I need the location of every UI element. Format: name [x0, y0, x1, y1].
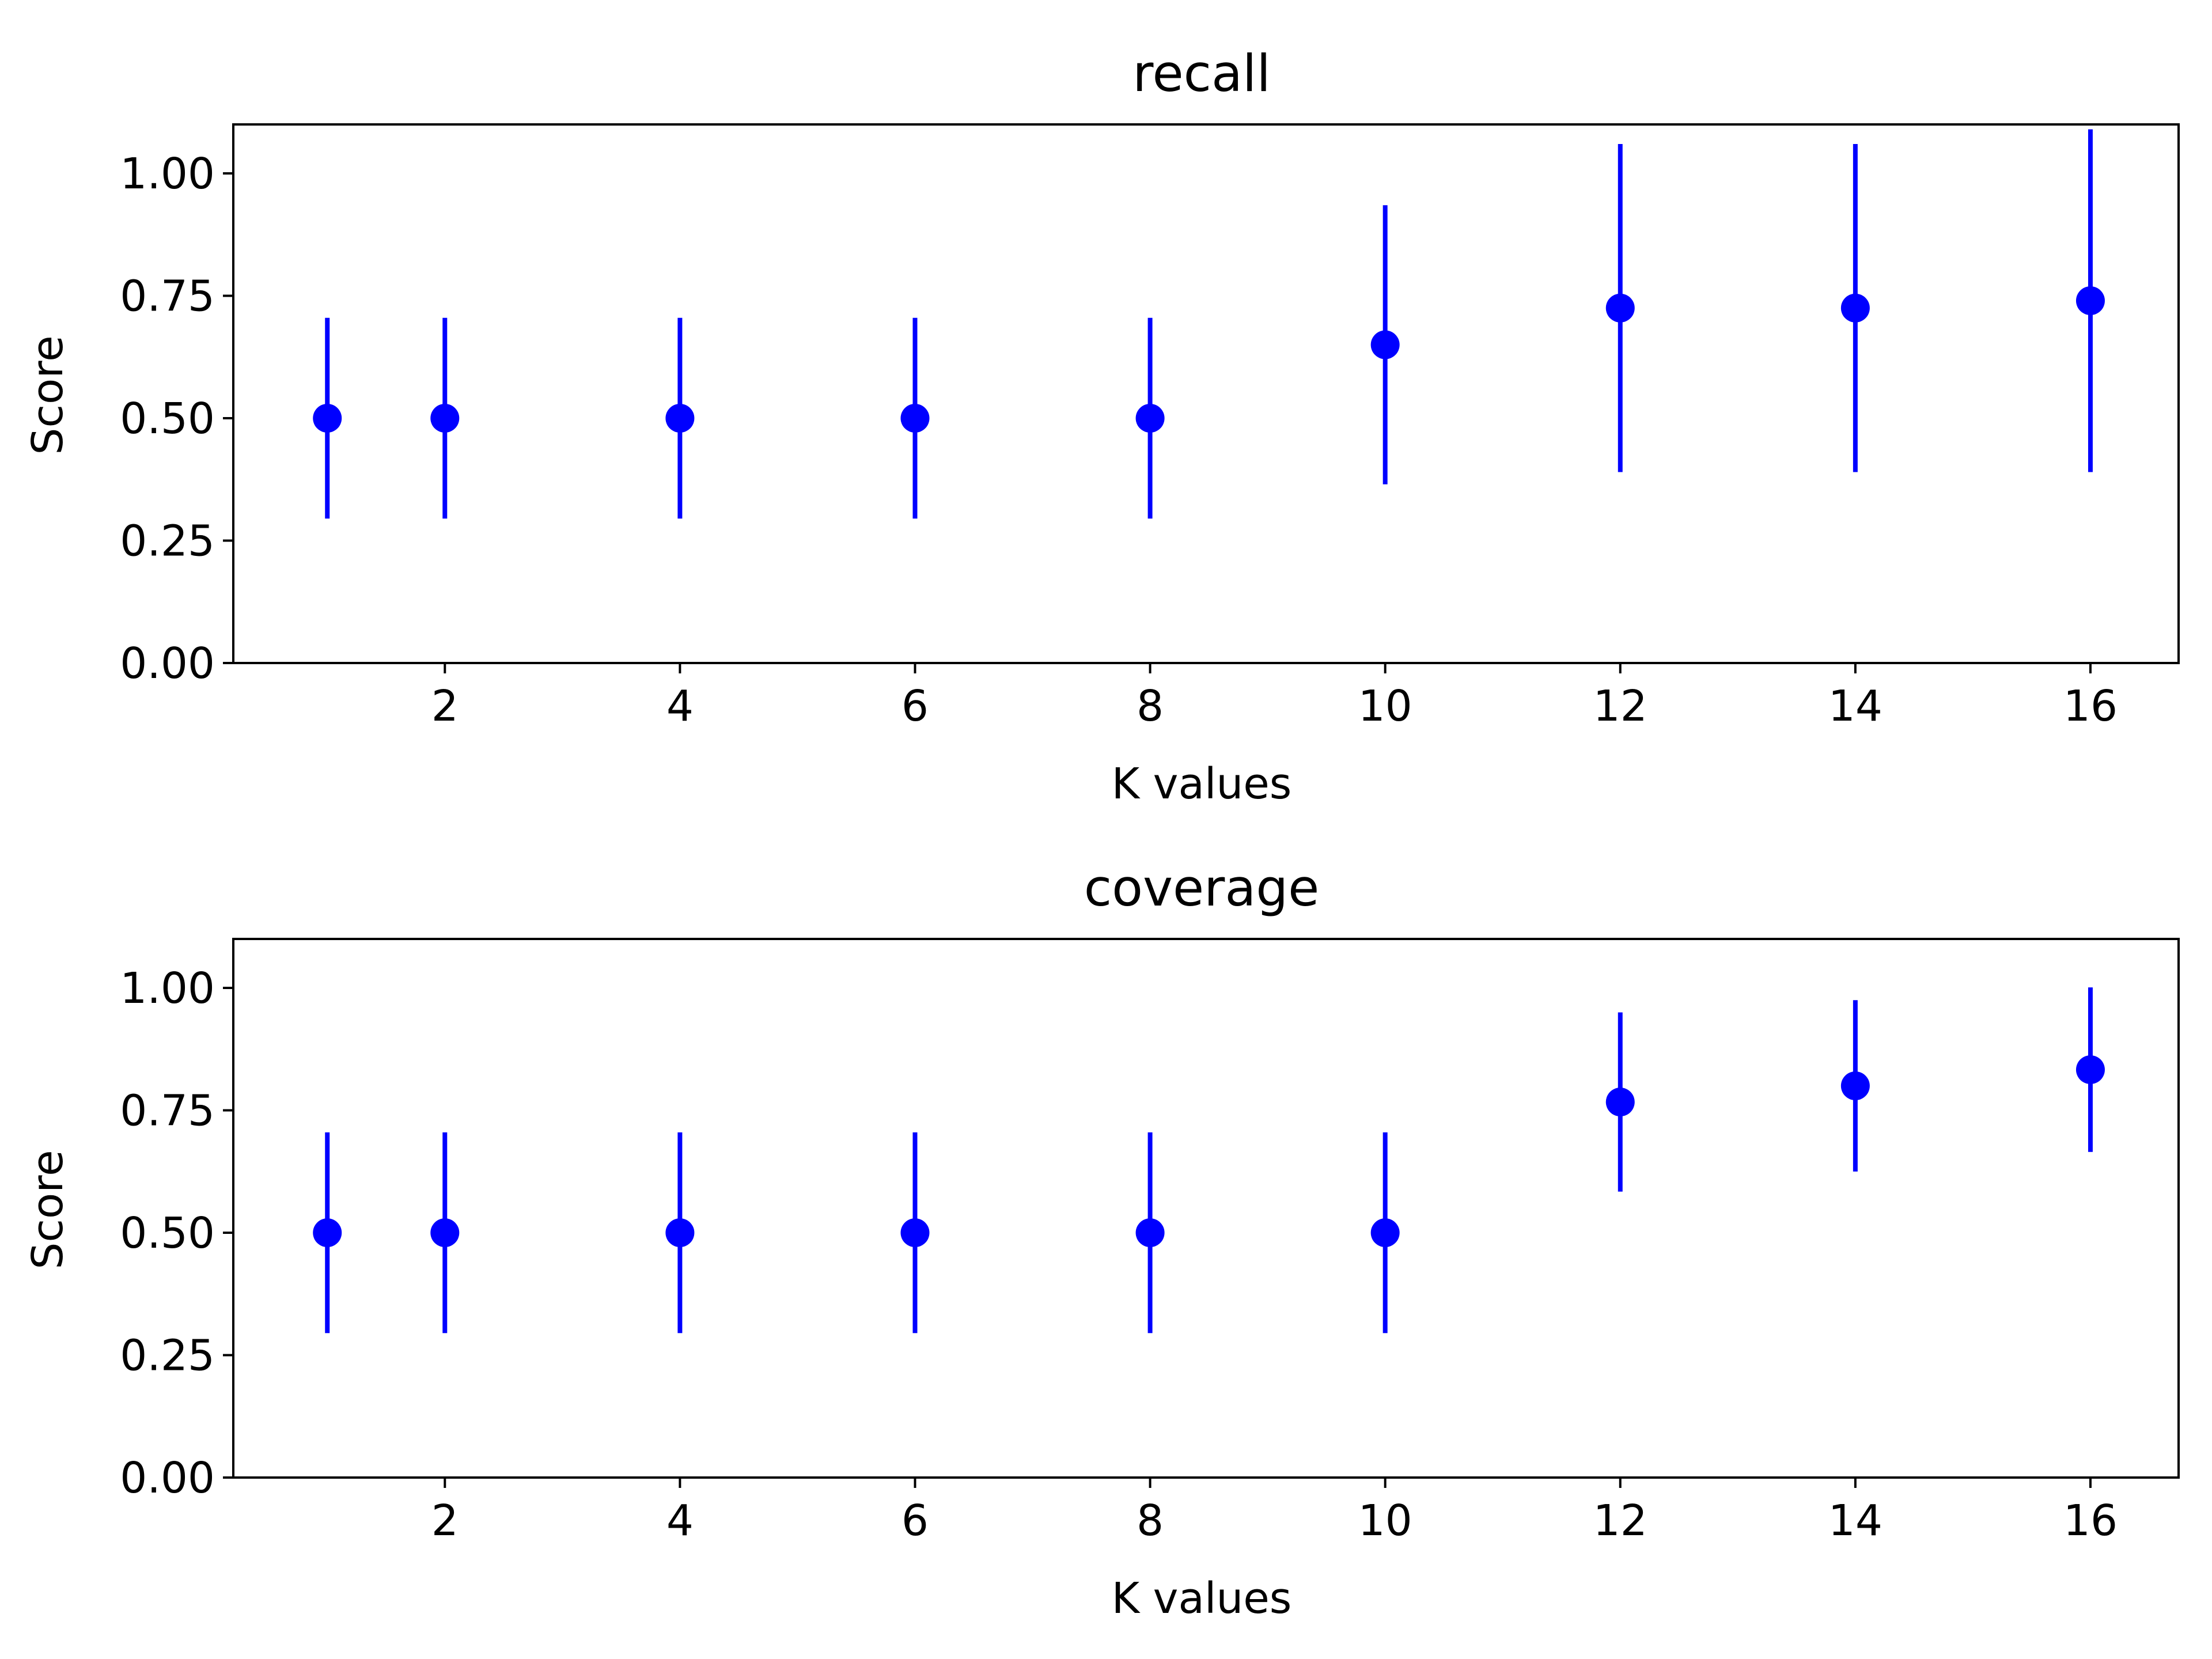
- recall-ticks: 2 4 6 8 10 12 14 16 0.00 0.25 0.50 0.75 1.00: [120, 149, 2118, 731]
- recall-data-point: [1605, 293, 1635, 323]
- coverage-data-point: [2075, 1055, 2105, 1084]
- recall-x-tick-label: 6: [902, 681, 929, 731]
- coverage-plot-frame: [232, 938, 2180, 1479]
- recall-x-tick-label: 12: [1593, 681, 1647, 731]
- coverage-data-point: [665, 1218, 695, 1247]
- coverage-x-tick-label: 16: [2063, 1496, 2118, 1546]
- coverage-x-tick-label: 4: [666, 1496, 694, 1546]
- coverage-data-point: [313, 1218, 342, 1247]
- recall-x-tick-label: 2: [431, 681, 459, 731]
- recall-y-tick-label: 0.25: [120, 517, 215, 566]
- coverage-data-point: [1370, 1218, 1400, 1247]
- coverage-title: coverage: [1084, 858, 1320, 918]
- coverage-marks: [313, 987, 2105, 1334]
- recall-data-point: [900, 404, 930, 433]
- recall-x-tick-label: 8: [1137, 681, 1164, 731]
- recall-title: recall: [1132, 44, 1271, 103]
- coverage-y-tick-label: 0.75: [120, 1086, 215, 1136]
- recall-panel: recall K values Score 2 4 6 8 10 12 14 16 0.00 0.…: [23, 44, 2180, 809]
- coverage-y-axis-label: Score: [23, 1150, 73, 1269]
- coverage-y-tick-label: 0.25: [120, 1331, 215, 1381]
- recall-x-tick-label: 16: [2063, 681, 2118, 731]
- recall-data-point: [1370, 330, 1400, 359]
- recall-data-point: [1135, 404, 1165, 433]
- recall-y-tick-label: 1.00: [120, 149, 215, 199]
- recall-y-axis-label: Score: [23, 335, 73, 454]
- recall-data-point: [313, 404, 342, 433]
- recall-marks: [313, 129, 2105, 519]
- coverage-x-tick-label: 6: [902, 1496, 929, 1546]
- coverage-data-point: [1135, 1218, 1165, 1247]
- coverage-panel: coverage K values Score 2 4 6 8 10 12 14 16 0.00…: [23, 858, 2180, 1623]
- recall-data-point: [430, 404, 460, 433]
- coverage-y-tick-label: 0.50: [120, 1209, 215, 1258]
- recall-y-tick-label: 0.75: [120, 272, 215, 321]
- coverage-data-point: [1840, 1071, 1870, 1100]
- coverage-x-tick-label: 14: [1828, 1496, 1883, 1546]
- coverage-data-point: [900, 1218, 930, 1247]
- recall-y-tick-label: 0.00: [120, 639, 215, 688]
- coverage-ticks: 2 4 6 8 10 12 14 16 0.00 0.25 0.50 0.75 1.00: [120, 964, 2118, 1546]
- recall-data-point: [2075, 286, 2105, 315]
- recall-x-tick-label: 10: [1358, 681, 1412, 731]
- coverage-x-tick-label: 8: [1137, 1496, 1164, 1546]
- coverage-x-tick-label: 12: [1593, 1496, 1647, 1546]
- recall-x-axis-label: K values: [1112, 759, 1292, 809]
- recall-y-tick-label: 0.50: [120, 394, 215, 444]
- coverage-x-tick-label: 2: [431, 1496, 459, 1546]
- recall-plot-frame: [232, 123, 2180, 664]
- recall-data-point: [665, 404, 695, 433]
- coverage-x-axis-label: K values: [1112, 1574, 1292, 1623]
- coverage-x-tick-label: 10: [1358, 1496, 1412, 1546]
- coverage-y-tick-label: 1.00: [120, 964, 215, 1013]
- recall-x-tick-label: 14: [1828, 681, 1883, 731]
- coverage-y-tick-label: 0.00: [120, 1453, 215, 1503]
- recall-data-point: [1840, 293, 1870, 323]
- coverage-data-point: [430, 1218, 460, 1247]
- coverage-data-point: [1605, 1088, 1635, 1117]
- recall-x-tick-label: 4: [666, 681, 694, 731]
